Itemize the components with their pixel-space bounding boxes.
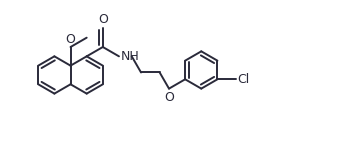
Text: Cl: Cl (237, 73, 249, 86)
Text: O: O (98, 13, 108, 26)
Text: NH: NH (121, 50, 140, 63)
Text: O: O (164, 91, 174, 104)
Text: O: O (66, 33, 75, 46)
